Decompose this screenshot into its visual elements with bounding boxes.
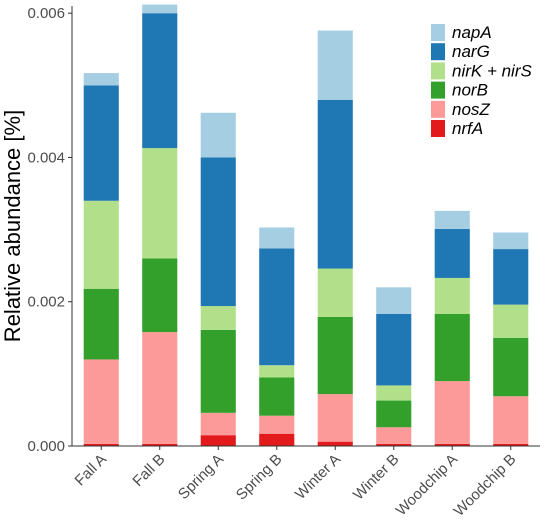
bar-nirk-nirs-winter-a xyxy=(317,268,353,317)
bar-narg-woodchip-b xyxy=(493,249,529,305)
bar-nirk-nirs-woodchip-a xyxy=(434,277,470,314)
y-axis-title: Relative abundance [%] xyxy=(0,110,25,342)
bar-narg-winter-a xyxy=(317,99,353,269)
bar-narg-fall-b xyxy=(142,13,178,149)
y-tick-label: 0.000 xyxy=(27,438,65,455)
bar-napa-winter-a xyxy=(317,30,353,100)
bar-nrfa-woodchip-a xyxy=(434,443,470,446)
bar-norb-spring-b xyxy=(259,377,295,416)
legend-swatch xyxy=(431,43,445,61)
x-tick-label: Fall A xyxy=(72,451,111,490)
bar-nirk-nirs-woodchip-b xyxy=(493,304,529,338)
legend-swatch xyxy=(431,24,445,41)
x-tick-label: Winter A xyxy=(292,451,344,503)
legend-label: nosZ xyxy=(452,100,490,119)
y-tick-label: 0.002 xyxy=(27,294,65,311)
legend-swatch xyxy=(431,120,445,137)
bar-napa-woodchip-b xyxy=(493,232,529,250)
axes-layer xyxy=(71,6,540,447)
legend-swatch xyxy=(431,81,445,99)
bar-narg-woodchip-a xyxy=(434,228,470,278)
bar-norb-spring-a xyxy=(200,329,236,413)
bar-nrfa-fall-b xyxy=(142,443,178,446)
bar-nosz-fall-b xyxy=(142,332,178,444)
legend-swatch xyxy=(431,100,445,118)
bar-nosz-fall-a xyxy=(83,359,119,444)
bar-norb-woodchip-a xyxy=(434,314,470,382)
bar-nirk-nirs-fall-a xyxy=(83,200,119,289)
bar-napa-winter-b xyxy=(376,287,412,314)
x-tick-label: Spring A xyxy=(175,451,227,503)
bar-nrfa-fall-a xyxy=(83,443,119,446)
bar-nosz-winter-a xyxy=(317,394,353,442)
bar-norb-woodchip-b xyxy=(493,337,529,397)
x-tick-label: Woodchip B xyxy=(451,451,520,520)
bar-napa-fall-a xyxy=(83,73,119,86)
bar-napa-fall-b xyxy=(142,4,178,14)
legend-label: nrfA xyxy=(452,119,483,138)
x-ticks: Fall A Fall B Spring A Spring B Winter A Wint… xyxy=(72,446,520,520)
y-ticks: 0.000 0.002 0.004 0.006 xyxy=(27,5,72,455)
bar-nosz-woodchip-a xyxy=(434,381,470,444)
legend-swatch xyxy=(431,62,445,80)
legend-label: norB xyxy=(452,81,488,100)
legend-label: narG xyxy=(452,42,490,61)
y-tick-label: 0.004 xyxy=(27,149,65,166)
bars-layer xyxy=(83,4,529,446)
bar-nrfa-winter-b xyxy=(376,443,412,446)
bar-nosz-woodchip-b xyxy=(493,396,529,444)
bar-napa-woodchip-a xyxy=(434,210,470,229)
bar-norb-fall-b xyxy=(142,258,178,333)
bar-nosz-winter-b xyxy=(376,427,412,444)
bar-nirk-nirs-fall-b xyxy=(142,148,178,259)
bar-nrfa-spring-b xyxy=(259,433,295,446)
bar-nrfa-winter-a xyxy=(317,441,353,446)
legend-label: nirK + nirS xyxy=(452,61,532,80)
bar-nirk-nirs-spring-b xyxy=(259,365,295,378)
y-tick-label: 0.006 xyxy=(27,5,65,22)
bar-narg-spring-b xyxy=(259,248,295,366)
bar-norb-fall-a xyxy=(83,288,119,360)
bar-nosz-spring-b xyxy=(259,415,295,434)
bar-nirk-nirs-winter-b xyxy=(376,385,412,401)
bar-nirk-nirs-spring-a xyxy=(200,306,236,330)
x-tick-label: Spring B xyxy=(233,451,286,504)
bar-narg-winter-b xyxy=(376,314,412,386)
x-tick-label: Fall B xyxy=(129,451,168,490)
bar-nosz-spring-a xyxy=(200,412,236,436)
bar-napa-spring-b xyxy=(259,227,295,249)
bar-nrfa-spring-a xyxy=(200,435,236,446)
bar-narg-fall-a xyxy=(83,85,119,201)
bar-narg-spring-a xyxy=(200,157,236,307)
bar-norb-winter-b xyxy=(376,400,412,428)
bar-nrfa-woodchip-b xyxy=(493,443,529,446)
bar-norb-winter-a xyxy=(317,316,353,395)
bar-napa-spring-a xyxy=(200,112,236,158)
x-tick-label: Winter B xyxy=(350,451,403,504)
legend-label: napA xyxy=(452,23,492,42)
